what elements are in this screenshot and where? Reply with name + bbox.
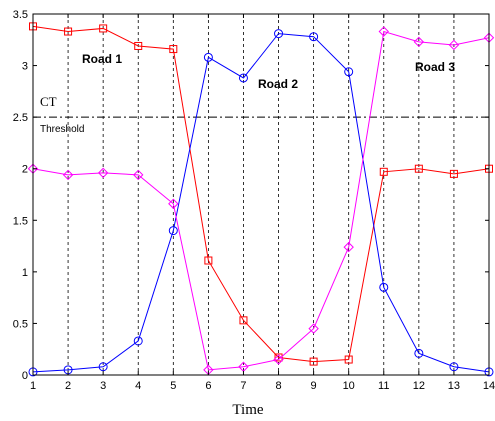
data-point-s3-x4 xyxy=(133,169,144,181)
y-tick-label-2: 2 xyxy=(22,164,28,176)
data-point-s3-x5 xyxy=(168,198,179,209)
data-point-s2-x8 xyxy=(274,29,284,39)
y-tick-label-3: 3 xyxy=(22,61,28,73)
plot-area xyxy=(33,14,489,375)
data-point-s2-x12 xyxy=(414,348,424,358)
threshold-label-ct: CT xyxy=(40,94,57,109)
series-label-road-2: Road 2 xyxy=(258,77,298,91)
data-point-s3-x13 xyxy=(448,39,460,51)
x-axis-ticks: 1 2 3 4 5 6 7 8 9 10 11 12 13 14 xyxy=(30,14,495,392)
data-point-s3-x9 xyxy=(308,323,319,334)
data-point-s1-x6 xyxy=(204,256,213,265)
data-point-s2-x3 xyxy=(98,362,108,372)
y-tick-label-3.5: 3.5 xyxy=(13,9,28,21)
data-point-s1-x2 xyxy=(64,27,73,36)
x-tick-label-8: 8 xyxy=(275,380,281,392)
x-tick-label-13: 13 xyxy=(448,380,460,392)
x-tick-label-6: 6 xyxy=(205,380,211,392)
x-tick-label-2: 2 xyxy=(65,380,71,392)
data-point-s3-x12 xyxy=(413,36,425,48)
data-point-s2-x11 xyxy=(379,282,389,292)
x-tick-label-1: 1 xyxy=(30,380,36,392)
data-point-s3-x8 xyxy=(273,354,284,365)
data-point-s1-x4 xyxy=(134,41,143,50)
data-point-s1-x10 xyxy=(344,355,353,364)
series-line-1 xyxy=(32,25,490,363)
data-point-s3-x2 xyxy=(62,169,74,181)
x-tick-label-14: 14 xyxy=(483,380,495,392)
series-line-2 xyxy=(32,33,490,373)
y-tick-label-0: 0 xyxy=(22,370,28,382)
data-point-s1-x9 xyxy=(309,357,318,366)
y-axis-ticks: 0 0.5 1 1.5 2 2.5 3 3.5 xyxy=(13,9,489,382)
data-point-s2-x4 xyxy=(133,336,143,346)
data-point-s1-x5 xyxy=(169,45,178,54)
x-axis-title: Time xyxy=(232,402,263,418)
data-point-s2-x6 xyxy=(203,52,213,62)
data-point-s2-x7 xyxy=(238,73,248,83)
data-point-s1-x7 xyxy=(239,316,248,325)
x-tick-label-4: 4 xyxy=(135,380,141,392)
data-point-s3-x11 xyxy=(378,26,389,37)
y-tick-label-2.5: 2.5 xyxy=(13,112,28,124)
x-tick-label-3: 3 xyxy=(100,380,106,392)
x-tick-label-12: 12 xyxy=(413,380,425,392)
series-label-road-1: Road 1 xyxy=(82,52,122,66)
y-tick-label-1.5: 1.5 xyxy=(13,215,28,227)
x-tick-label-7: 7 xyxy=(240,380,246,392)
threshold-label: Threshold xyxy=(40,124,84,135)
series-1 xyxy=(29,22,493,366)
data-point-s2-x10 xyxy=(344,67,354,77)
data-point-s2-x5 xyxy=(168,226,178,236)
series-label-road-3: Road 3 xyxy=(415,60,455,74)
series-2 xyxy=(28,29,494,377)
x-tick-label-10: 10 xyxy=(343,380,355,392)
series-3 xyxy=(27,26,495,376)
x-tick-label-11: 11 xyxy=(378,380,389,392)
plot-frame xyxy=(32,13,490,376)
y-tick-label-0.5: 0.5 xyxy=(13,318,28,330)
data-point-s3-x3 xyxy=(97,167,109,179)
data-point-s1-x13 xyxy=(449,169,458,178)
data-point-s1-x8 xyxy=(274,353,283,362)
data-point-s3-x10 xyxy=(343,241,354,253)
data-point-s1-x12 xyxy=(414,164,423,173)
data-point-s2-x13 xyxy=(449,362,459,372)
x-tick-label-5: 5 xyxy=(170,380,176,392)
data-point-s2-x9 xyxy=(309,32,319,42)
series-line-3 xyxy=(32,30,490,371)
y-tick-label-1: 1 xyxy=(22,267,28,279)
x-tick-label-9: 9 xyxy=(311,380,317,392)
data-point-s1-x11 xyxy=(379,167,388,176)
series-layer xyxy=(27,22,495,377)
data-point-s1-x3 xyxy=(99,24,108,33)
